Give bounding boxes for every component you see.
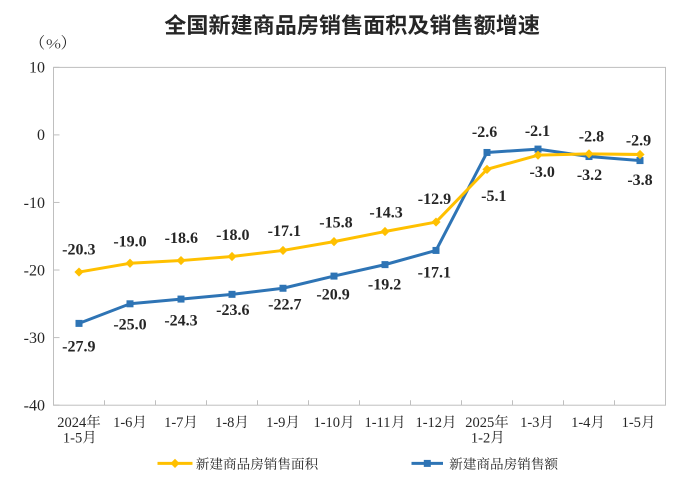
svg-text:-3.8: -3.8: [627, 172, 652, 189]
svg-text:-5.1: -5.1: [481, 188, 506, 205]
svg-text:-27.9: -27.9: [62, 339, 95, 356]
svg-text:-14.3: -14.3: [369, 205, 402, 222]
svg-text:-10: -10: [24, 195, 45, 212]
svg-text:-25.0: -25.0: [113, 317, 146, 334]
svg-text:-20.9: -20.9: [316, 287, 349, 304]
svg-text:-2.6: -2.6: [472, 124, 497, 141]
svg-text:-17.1: -17.1: [418, 265, 451, 282]
svg-text:-18.0: -18.0: [216, 227, 249, 244]
svg-text:1-7: 1-7: [164, 415, 183, 431]
svg-text:-15.8: -15.8: [319, 214, 352, 231]
svg-text:10: 10: [29, 60, 45, 77]
svg-text:1-8: 1-8: [215, 415, 234, 431]
svg-text:1-4: 1-4: [571, 415, 591, 431]
svg-text:1-3: 1-3: [520, 415, 539, 431]
svg-text:-40: -40: [24, 397, 45, 414]
svg-text:2024: 2024: [57, 415, 87, 431]
svg-text:1-10: 1-10: [313, 415, 340, 431]
svg-text:1-5: 1-5: [63, 430, 82, 446]
svg-text:-12.9: -12.9: [418, 191, 451, 208]
svg-text:-18.6: -18.6: [165, 230, 198, 247]
svg-text:-2.9: -2.9: [626, 133, 651, 150]
svg-text:-2.8: -2.8: [579, 129, 604, 146]
svg-text:-3.0: -3.0: [530, 164, 555, 181]
svg-text:1-9: 1-9: [266, 415, 285, 431]
svg-text:1-2: 1-2: [471, 430, 490, 446]
svg-text:-23.6: -23.6: [216, 302, 249, 319]
svg-text:-24.3: -24.3: [164, 312, 197, 329]
svg-text:-2.1: -2.1: [525, 123, 550, 140]
svg-text:1-6: 1-6: [113, 415, 132, 431]
svg-text:-30: -30: [24, 330, 45, 347]
svg-text:1-5: 1-5: [622, 415, 641, 431]
svg-text:-20: -20: [24, 262, 45, 279]
svg-text:-19.2: -19.2: [368, 277, 401, 294]
svg-text:1-12: 1-12: [415, 415, 442, 431]
svg-text:-17.1: -17.1: [268, 223, 301, 240]
svg-text:2025: 2025: [465, 415, 494, 431]
svg-text:1-11: 1-11: [364, 415, 390, 431]
svg-text:-22.7: -22.7: [268, 296, 301, 313]
svg-text:-20.3: -20.3: [62, 242, 95, 259]
svg-text:-3.2: -3.2: [577, 167, 602, 184]
svg-text:0: 0: [37, 127, 45, 144]
svg-text:-19.0: -19.0: [113, 234, 146, 251]
